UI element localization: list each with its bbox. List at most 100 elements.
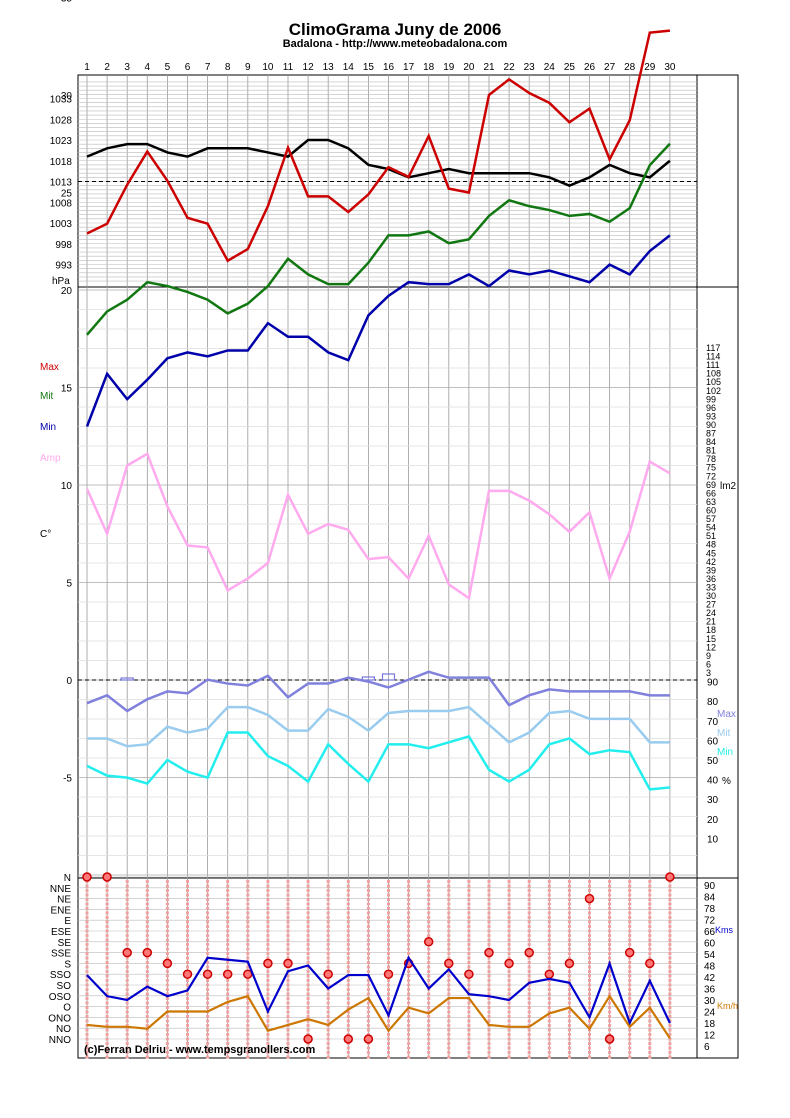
wind-frequency-mark — [85, 952, 89, 955]
wind-frequency-mark — [447, 907, 451, 910]
wind-frequency-mark — [467, 1051, 471, 1054]
wind-frequency-mark — [346, 983, 350, 987]
wind-frequency-mark — [387, 925, 390, 928]
wind-frequency-mark — [567, 943, 571, 946]
wind-frequency-mark — [567, 907, 571, 910]
wind-frequency-mark — [266, 1042, 270, 1045]
wind-frequency-mark — [286, 1028, 290, 1032]
wind-frequency-mark — [125, 907, 129, 910]
wind-frequency-mark — [407, 1055, 411, 1059]
wind-frequency-mark — [588, 925, 591, 928]
wind-frequency-mark — [326, 884, 330, 888]
wind-frequency-mark — [186, 1051, 189, 1054]
day-label: 2 — [104, 62, 110, 73]
wind-frequency-mark — [527, 1055, 531, 1059]
wind-frequency-mark — [206, 1051, 210, 1054]
wind-frequency-mark — [467, 1046, 471, 1050]
wind-frequency-mark — [608, 988, 612, 991]
wind-frequency-mark — [105, 911, 109, 915]
wind-frequency-mark — [608, 983, 612, 987]
wind-frequency-mark — [266, 956, 270, 960]
wind-frequency-mark — [668, 947, 672, 951]
rainfall-tick-label: 3 — [706, 668, 711, 678]
wind-frequency-mark — [165, 911, 169, 915]
wind-frequency-mark — [407, 1019, 411, 1023]
wind-frequency-mark — [467, 934, 471, 937]
wind-frequency-mark — [85, 934, 89, 937]
wind-frequency-mark — [266, 920, 270, 924]
rainfall-tick-label: 42 — [706, 557, 716, 567]
wind-frequency-mark — [628, 1015, 632, 1018]
wind-frequency-mark — [628, 880, 632, 883]
wind-frequency-mark — [186, 1019, 189, 1023]
wind-frequency-mark — [246, 934, 250, 937]
wind-frequency-mark — [246, 938, 250, 942]
wind-frequency-mark — [165, 880, 169, 883]
wind-frequency-mark — [427, 1046, 431, 1050]
wind-frequency-mark — [487, 983, 491, 987]
wind-frequency-mark — [125, 1033, 129, 1036]
wind-frequency-mark — [306, 1015, 310, 1018]
wind-frequency-mark — [507, 1024, 511, 1027]
wind-frequency-mark — [588, 902, 591, 906]
wind-frequency-mark — [628, 925, 632, 928]
wind-frequency-mark — [507, 947, 511, 951]
wind-frequency-mark — [547, 938, 551, 942]
wind-frequency-mark — [507, 1019, 511, 1023]
wind-frequency-mark — [286, 889, 290, 892]
rainfall-tick-label: 54 — [706, 523, 716, 533]
rainfall-tick-label: 117 — [706, 343, 720, 353]
rainfall-tick-label: 87 — [706, 429, 716, 439]
wind-frequency-mark — [527, 916, 531, 919]
wind-frequency-mark — [467, 979, 471, 982]
wind-frequency-mark — [226, 988, 230, 991]
wind-frequency-mark — [186, 929, 189, 933]
wind-frequency-mark — [346, 907, 350, 910]
wind-frequency-mark — [125, 979, 129, 982]
wind-frequency-mark — [286, 880, 290, 883]
wind-frequency-mark — [226, 979, 230, 982]
wind-frequency-mark — [246, 1037, 250, 1041]
wind-frequency-mark — [668, 1042, 672, 1045]
wind-frequency-mark — [588, 997, 591, 1000]
wind-direction-label: SSO — [50, 970, 71, 981]
wind-frequency-mark — [206, 934, 210, 937]
wind-frequency-mark — [85, 988, 89, 991]
wind-frequency-mark — [346, 1019, 350, 1023]
wind-frequency-mark — [668, 1033, 672, 1036]
wind-frequency-mark — [588, 907, 591, 910]
wind-frequency-mark — [165, 1046, 169, 1050]
wind-frequency-mark — [487, 938, 491, 942]
pressure-tick-label: 1013 — [50, 178, 73, 189]
wind-frequency-mark — [165, 938, 169, 942]
wind-frequency-mark — [487, 988, 491, 991]
wind-frequency-mark — [507, 943, 511, 946]
wind-frequency-mark — [547, 929, 551, 933]
wind-frequency-mark — [246, 1010, 250, 1014]
wind-frequency-mark — [326, 997, 330, 1000]
wind-frequency-mark — [447, 889, 451, 892]
wind-frequency-mark — [226, 1024, 230, 1027]
wind-frequency-mark — [588, 1033, 591, 1036]
wind-frequency-mark — [286, 929, 290, 933]
wind-frequency-mark — [366, 880, 370, 883]
wind-frequency-mark — [407, 898, 411, 901]
wind-frequency-mark — [346, 965, 350, 969]
wind-frequency-mark — [206, 1042, 210, 1045]
wind-frequency-mark — [186, 1037, 189, 1041]
wind-frequency-mark — [668, 961, 672, 964]
wind-frequency-mark — [407, 925, 411, 928]
wind-frequency-mark — [447, 943, 451, 946]
wind-frequency-mark — [467, 1015, 471, 1018]
wind-frequency-mark — [648, 1042, 652, 1045]
wind-frequency-mark — [326, 934, 330, 937]
wind-frequency-mark — [567, 1051, 571, 1054]
rainfall-tick-label: 12 — [706, 642, 716, 652]
rainfall-tick-label: 114 — [706, 352, 720, 362]
wind-frequency-mark — [105, 1024, 109, 1027]
wind-frequency-mark — [125, 929, 129, 933]
wind-frequency-mark — [668, 934, 672, 937]
wind-frequency-mark — [447, 938, 451, 942]
wind-frequency-mark — [427, 1055, 431, 1059]
wind-frequency-mark — [467, 988, 471, 991]
